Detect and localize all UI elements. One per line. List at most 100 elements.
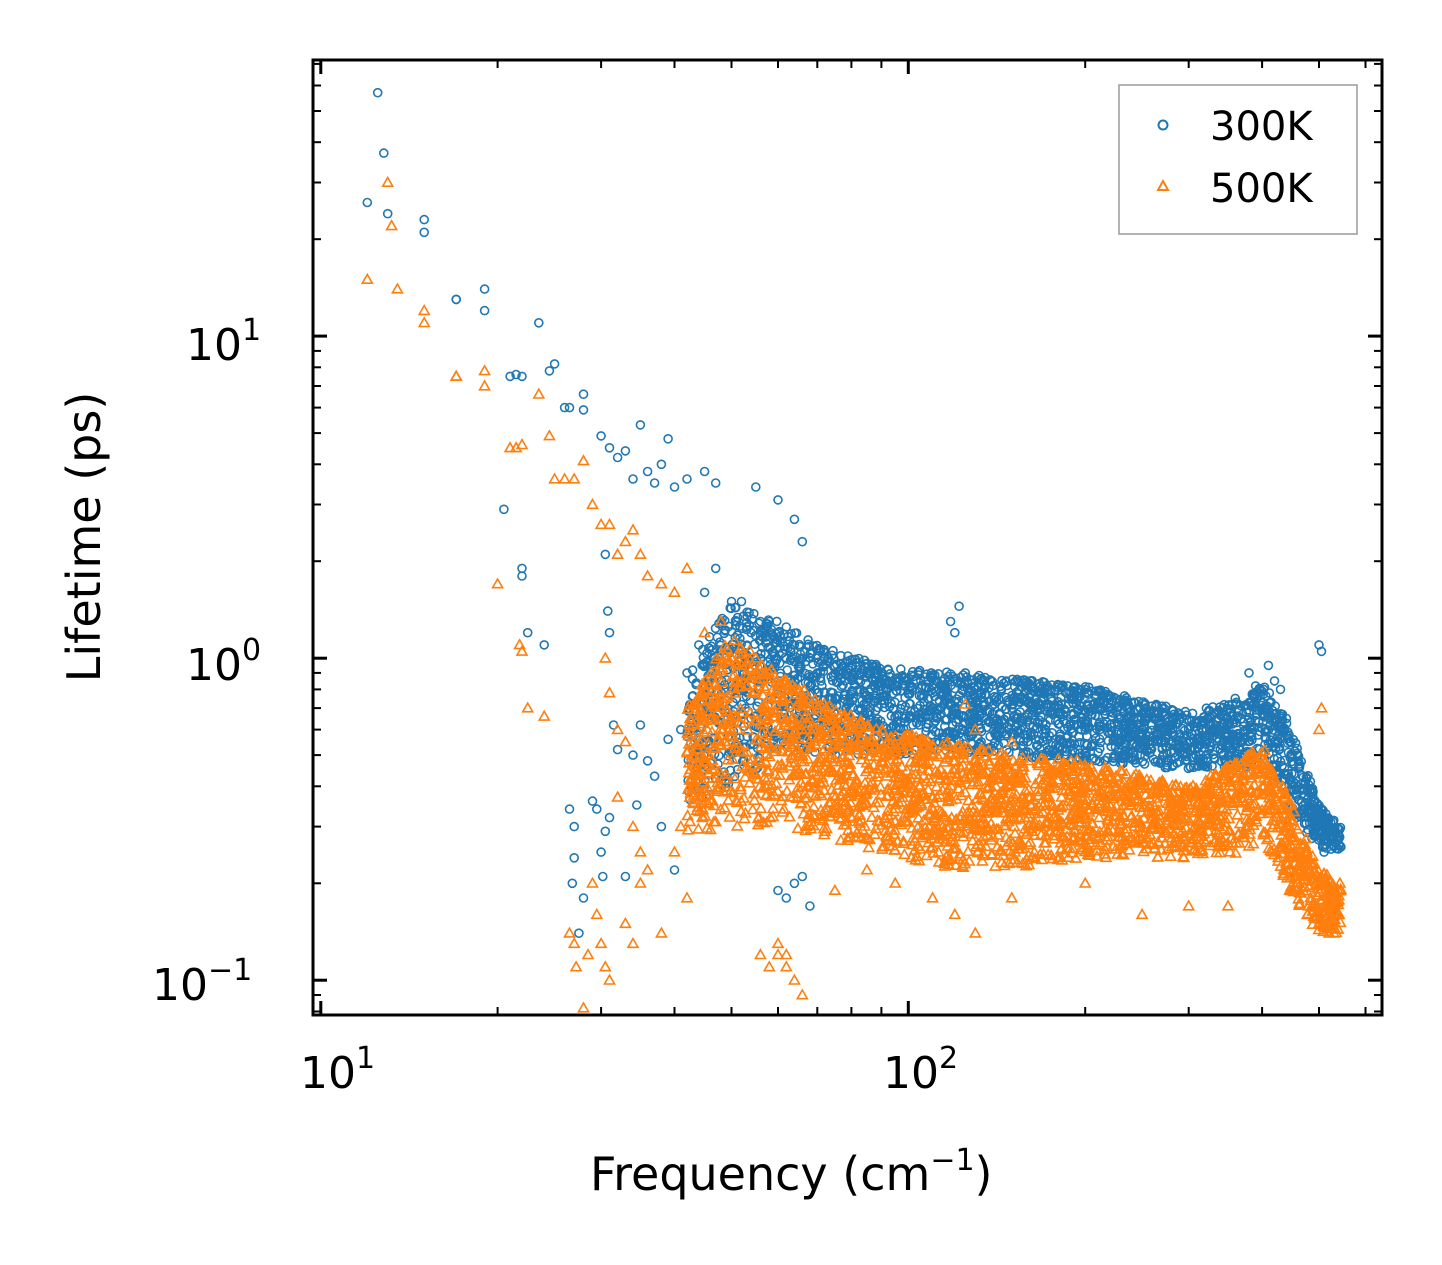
data-point-300K-1098 [1108,752,1119,763]
data-point-300K-1462 [950,683,960,694]
data-point-300K-2588 [1048,746,1058,757]
data-point-300K-2695 [903,684,914,695]
data-point-300K-2585 [1185,762,1196,773]
data-point-300K-2647 [574,928,584,939]
data-point-500K-1449 [768,710,782,722]
data-point-300K-1637 [885,668,895,679]
data-point-300K-2539 [1291,791,1302,802]
data-point-300K-2733 [1303,808,1314,819]
data-point-500K-311 [917,769,931,781]
data-point-300K-2405 [845,698,855,708]
data-point-300K-2692 [870,676,881,686]
data-point-500K-1152 [794,797,808,809]
data-point-500K-44 [683,814,697,827]
data-point-300K-2659 [612,744,623,755]
data-point-500K-961 [767,788,781,800]
data-point-300K-2638 [499,504,509,515]
data-point-300K-2723 [1230,693,1240,704]
data-point-500K-331 [738,770,752,782]
data-point-300K-2229 [900,673,910,683]
data-point-300K-2285 [1075,748,1085,759]
data-point-300K-2674 [710,563,721,574]
data-point-300K-2475 [1229,717,1239,727]
data-point-300K-2667 [663,734,673,745]
data-point-500K-1172 [1115,817,1129,829]
data-point-300K-2043 [1012,709,1022,720]
data-point-500K-1093 [968,761,981,773]
data-point-500K-212 [880,769,894,781]
data-point-300K-2624 [628,474,638,484]
data-point-500K-997 [1055,790,1068,802]
data-point-300K-2581 [1197,760,1208,771]
data-point-500K-1612 [909,801,923,813]
data-point-500K-856 [952,782,965,794]
data-point-300K-2544 [1022,733,1032,743]
data-point-500K-139 [732,647,746,660]
data-point-500K-1296 [855,726,869,739]
data-point-300K-2696 [915,676,926,686]
data-point-500K-1371 [709,741,723,753]
data-point-300K-2583 [936,703,946,714]
data-point-300K-2634 [750,482,761,492]
data-point-500K-417 [991,828,1005,840]
data-point-500K-1452 [1070,753,1084,766]
data-point-300K-1742 [1087,739,1097,750]
data-point-300K-2540 [1166,720,1176,731]
data-point-300K-1939 [854,653,864,664]
data-point-500K-1561 [734,783,748,795]
data-point-300K-2453 [1113,719,1124,730]
data-point-300K-2676 [726,596,737,607]
data-point-300K-2069 [907,666,918,677]
data-point-300K-1865 [730,620,741,631]
data-point-300K-2678 [746,627,756,638]
data-point-300K-2258 [1260,726,1270,737]
data-point-500K-1475 [765,692,779,704]
data-point-300K-2464 [1309,797,1319,807]
data-point-500K-1365 [750,713,764,725]
data-point-300K-2495 [1004,719,1015,730]
data-point-300K-2594 [804,671,815,682]
data-point-300K-2122 [925,700,935,711]
data-point-300K-2608 [479,284,490,294]
data-point-300K-2167 [861,678,871,689]
data-point-300K-2276 [949,696,960,707]
data-point-300K-2484 [1215,744,1226,754]
data-point-500K-1608 [1296,838,1309,850]
data-point-300K-110 [794,639,805,650]
data-point-300K-2553 [1161,710,1171,720]
data-point-300K-1807 [1060,687,1071,698]
data-point-300K-2578 [1167,704,1177,715]
data-point-300K-2677 [736,596,747,607]
data-point-300K-2706 [1023,684,1034,695]
data-point-300K-2440 [1257,686,1267,697]
data-point-500K-1301 [724,785,737,797]
data-point-500K-1439 [988,859,1002,871]
data-point-500K-760 [727,682,741,694]
data-point-500K-816 [1199,835,1212,847]
data-point-300K-2400 [886,698,896,709]
data-point-500K-620 [786,710,799,722]
data-point-500K-1403 [1108,805,1122,817]
data-point-300K-2620 [596,431,606,441]
data-point-500K-802 [961,740,975,752]
data-point-300K-2522 [1270,717,1280,728]
data-point-300K-2301 [1186,752,1197,763]
data-point-500K-708 [1089,838,1103,850]
data-point-300K-2691 [858,668,869,678]
data-point-300K-2329 [1187,742,1197,753]
data-point-300K-2576 [1290,778,1301,789]
data-point-300K-2345 [1104,728,1115,739]
data-point-500K-1655 [723,810,737,822]
data-point-500K-1174 [1236,794,1250,806]
data-point-500K-1450 [791,821,805,834]
data-point-300K-2139 [819,687,830,698]
data-point-300K-2497 [818,666,829,677]
data-point-300K-2604 [419,214,430,225]
data-point-300K-2621 [604,442,615,453]
data-point-500K-1000 [766,802,780,814]
data-point-300K-2313 [1142,746,1152,757]
data-point-300K-2083 [1157,742,1168,753]
data-point-500K-1532 [1275,841,1289,853]
data-point-500K-1082 [1071,833,1085,845]
data-point-500K-935 [1239,820,1252,833]
